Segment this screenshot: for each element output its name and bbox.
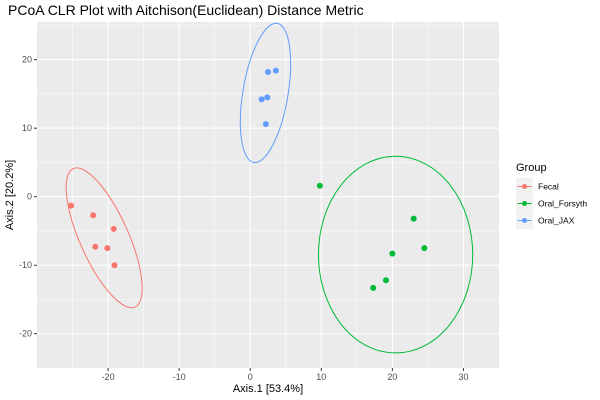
legend: Group Fecal Oral_Forsyth Oral_JAX [516, 162, 587, 229]
point-fecal [68, 202, 75, 209]
legend-label: Oral_JAX [538, 216, 575, 226]
point-oral-forsyth [389, 250, 396, 257]
point-fecal [90, 212, 97, 219]
y-tick-label: -10 [19, 260, 32, 270]
x-tick-label: 30 [458, 372, 468, 382]
x-tick-label: -10 [173, 372, 186, 382]
legend-label: Fecal [538, 182, 559, 192]
y-tick-label: 0 [27, 192, 32, 202]
x-tick-label: 0 [248, 372, 253, 382]
legend-key-point [522, 201, 527, 206]
point-fecal [110, 225, 117, 232]
point-oral-jax [264, 94, 271, 101]
x-tick-label: -20 [102, 372, 115, 382]
y-axis-ticks: -20 -10 0 10 20 [19, 55, 37, 339]
x-axis-ticks: -20 -10 0 10 20 30 [102, 368, 468, 382]
point-oral-jax [258, 96, 265, 103]
ellipse-fecal [65, 167, 143, 309]
point-oral-forsyth [316, 182, 323, 189]
legend-item-fecal: Fecal [516, 178, 559, 195]
y-tick-label: 10 [22, 123, 32, 133]
confidence-ellipses [65, 22, 474, 354]
point-oral-jax [272, 67, 279, 74]
legend-item-oral-jax: Oral_JAX [516, 212, 575, 229]
grid-major [37, 22, 499, 368]
plot-panel [37, 22, 499, 368]
x-axis-title: Axis.1 [53.4%] [233, 383, 303, 395]
x-tick-label: 20 [387, 372, 397, 382]
point-oral-forsyth [410, 215, 417, 222]
point-oral-forsyth [370, 284, 377, 291]
x-tick-label: 10 [316, 372, 326, 382]
data-points [68, 67, 428, 291]
legend-key-point [522, 184, 527, 189]
point-oral-jax [265, 69, 271, 76]
y-tick-label: 20 [22, 55, 32, 65]
point-fecal [111, 262, 118, 269]
point-fecal [92, 243, 99, 250]
legend-item-oral-forsyth: Oral_Forsyth [516, 195, 587, 212]
legend-key-point [522, 218, 527, 223]
legend-keys: Fecal Oral_Forsyth Oral_JAX [516, 178, 587, 229]
y-axis-title: Axis.2 [20.2%] [4, 160, 16, 230]
point-fecal [104, 245, 111, 252]
point-oral-forsyth [421, 245, 428, 252]
ellipse-oral-jax [239, 22, 292, 164]
ellipse-oral-forsyth [317, 155, 474, 354]
point-oral-jax [262, 121, 269, 128]
chart-title: PCoA CLR Plot with Aitchison(Euclidean) … [8, 2, 364, 18]
y-tick-label: -20 [19, 329, 32, 339]
legend-label: Oral_Forsyth [538, 199, 587, 209]
point-oral-forsyth [382, 277, 389, 284]
legend-title: Group [516, 162, 547, 174]
